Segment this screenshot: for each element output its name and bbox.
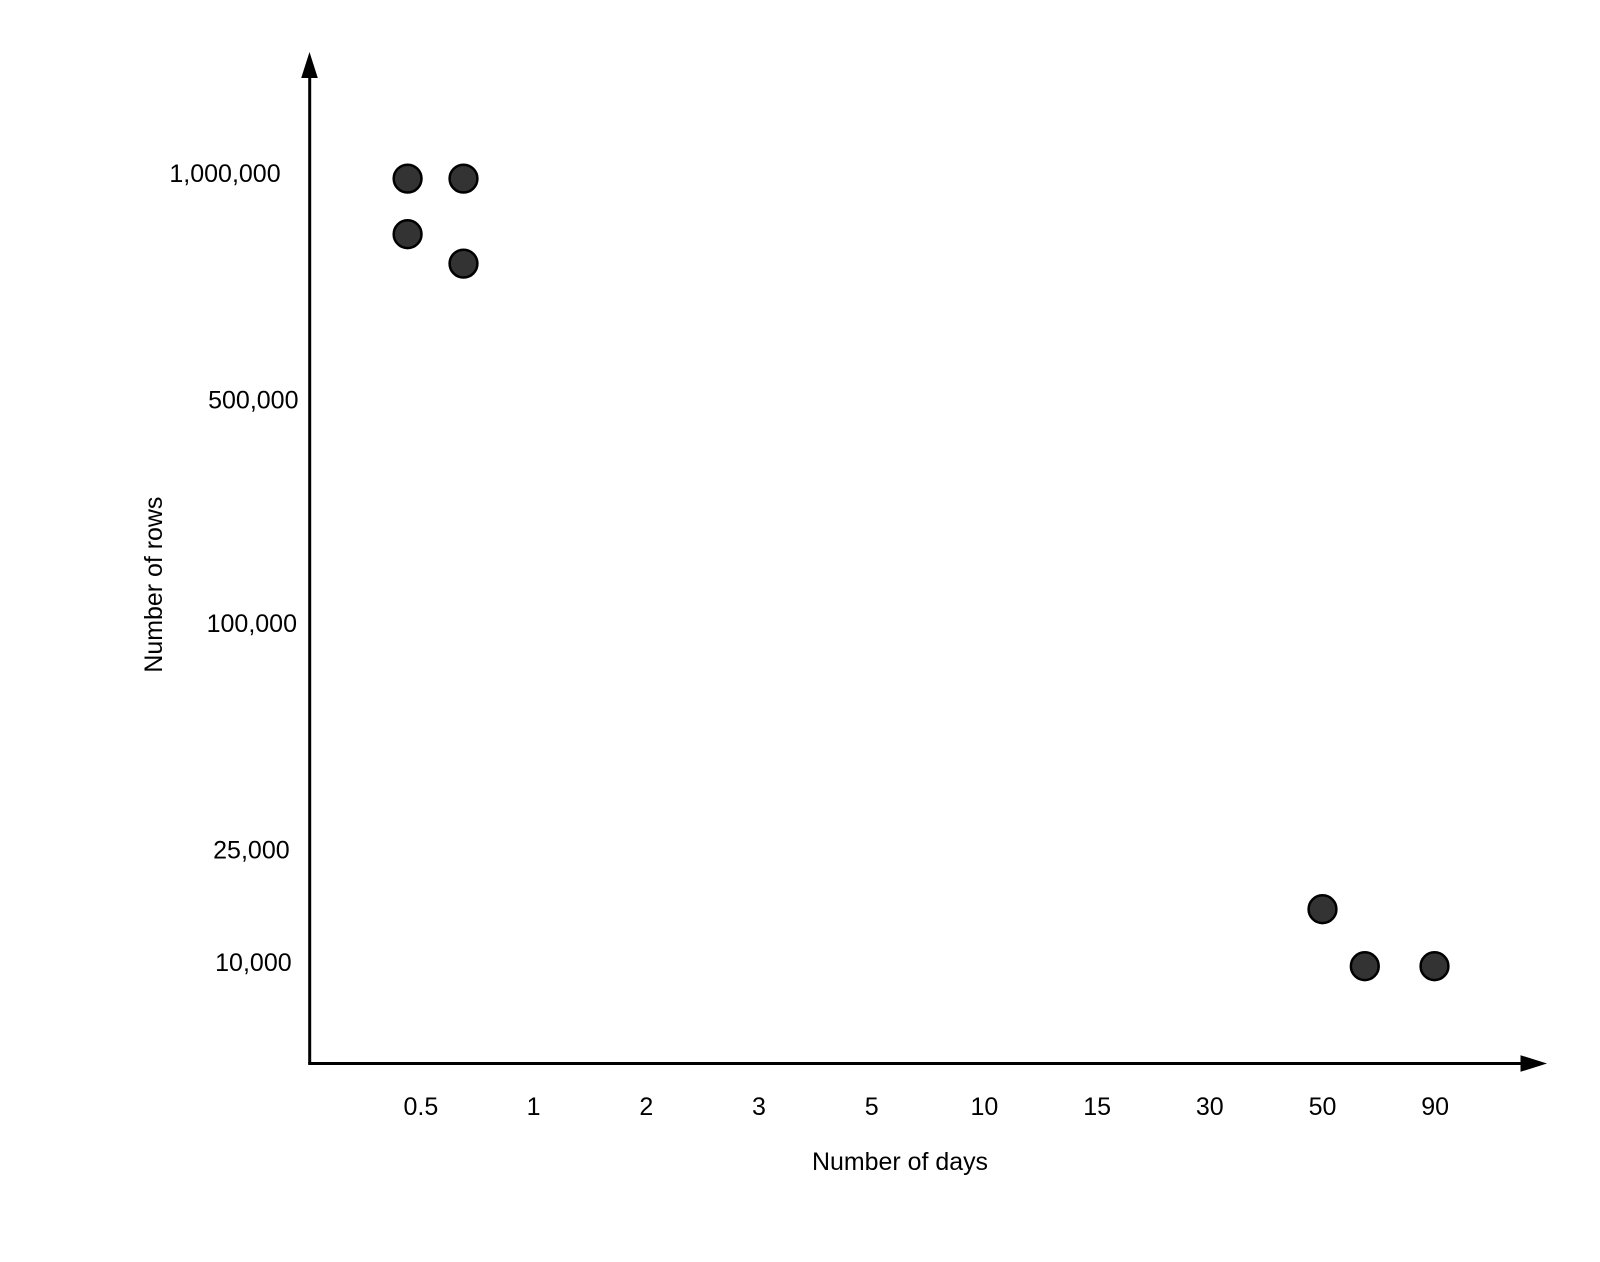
svg-text:5: 5 [865,1093,879,1121]
svg-text:100,000: 100,000 [207,610,297,638]
svg-text:10,000: 10,000 [215,949,291,977]
svg-text:10: 10 [970,1093,998,1121]
svg-text:1,000,000: 1,000,000 [169,160,280,188]
svg-text:500,000: 500,000 [208,387,298,415]
svg-text:0.5: 0.5 [404,1093,439,1121]
svg-text:Number of rows: Number of rows [140,497,168,673]
svg-text:Number of days: Number of days [812,1148,988,1176]
svg-text:30: 30 [1196,1093,1224,1121]
svg-text:90: 90 [1421,1093,1449,1121]
svg-text:25,000: 25,000 [213,837,289,865]
svg-text:15: 15 [1083,1093,1111,1121]
svg-text:50: 50 [1309,1093,1337,1121]
svg-text:3: 3 [752,1093,766,1121]
svg-text:1: 1 [527,1093,541,1121]
svg-text:2: 2 [639,1093,653,1121]
